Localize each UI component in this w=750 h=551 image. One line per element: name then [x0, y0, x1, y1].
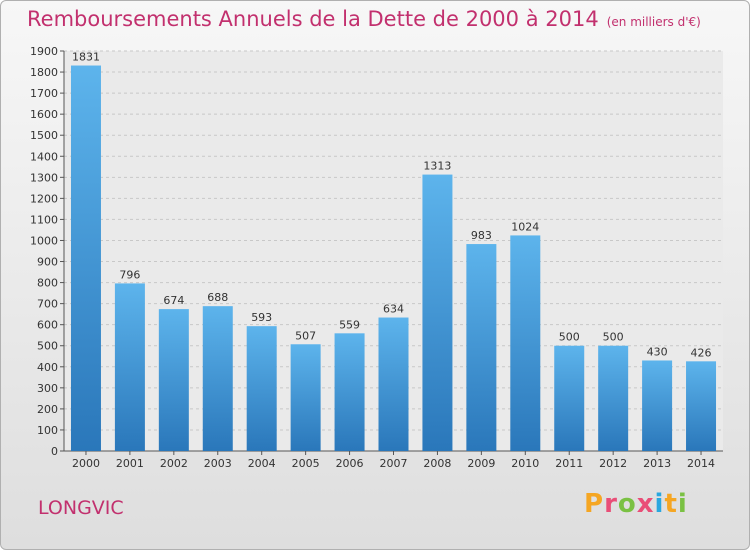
logo-letter: P — [584, 489, 605, 519]
x-tick-label: 2004 — [248, 457, 276, 470]
bar-2005 — [290, 344, 321, 451]
data-label: 1024 — [511, 220, 539, 233]
x-tick-label: 2001 — [116, 457, 144, 470]
x-tick-label: 2014 — [687, 457, 715, 470]
y-tick-label: 1300 — [30, 171, 58, 184]
logo-letter: r — [604, 489, 618, 519]
proxiti-logo: Proxiti — [584, 489, 688, 519]
bar-2012 — [598, 345, 629, 451]
chart-subtitle: (en milliers d'€) — [606, 15, 701, 29]
data-label: 983 — [471, 229, 492, 242]
x-tick-label: 2000 — [72, 457, 100, 470]
data-label: 1831 — [72, 51, 100, 64]
x-tick-label: 2002 — [160, 457, 188, 470]
chart-title: Remboursements Annuels de la Dette de 20… — [27, 7, 701, 31]
data-label: 1313 — [423, 160, 451, 173]
y-tick-label: 1900 — [30, 45, 58, 58]
y-tick-label: 400 — [37, 361, 58, 374]
data-label: 674 — [163, 294, 184, 307]
data-label: 796 — [119, 268, 140, 281]
x-tick-label: 2010 — [511, 457, 539, 470]
bar-2006 — [334, 333, 365, 451]
y-tick-label: 500 — [37, 340, 58, 353]
chart-title-text: Remboursements Annuels de la Dette de 20… — [27, 7, 599, 31]
y-tick-label: 1500 — [30, 129, 58, 142]
bar-2011 — [554, 345, 585, 451]
y-tick-label: 1600 — [30, 108, 58, 121]
logo-letter: i — [677, 489, 688, 519]
y-tick-label: 1800 — [30, 66, 58, 79]
bar-2002 — [158, 309, 189, 451]
data-label: 634 — [383, 303, 404, 316]
y-tick-label: 700 — [37, 298, 58, 311]
y-tick-label: 1000 — [30, 234, 58, 247]
bar-2004 — [246, 326, 277, 451]
bar-2009 — [466, 244, 497, 451]
x-tick-label: 2007 — [380, 457, 408, 470]
x-tick-label: 2006 — [336, 457, 364, 470]
bar-2014 — [686, 361, 717, 451]
logo-letter: t — [664, 489, 678, 519]
labels: 2000 1831 2001 796 2002 674 2003 688 2004 593 2005… — [72, 51, 715, 470]
y-tick-label: 200 — [37, 403, 58, 416]
bar-2007 — [378, 317, 409, 451]
y-tick-label: 100 — [37, 424, 58, 437]
x-tick-label: 2003 — [204, 457, 232, 470]
logo-letter: i — [654, 489, 665, 519]
town-name: LONGVIC — [38, 497, 124, 519]
y-tick-label: 900 — [37, 256, 58, 269]
logo-letter: x — [636, 489, 655, 519]
x-tick-label: 2005 — [292, 457, 320, 470]
data-label: 593 — [251, 311, 272, 324]
x-tick-label: 2008 — [423, 457, 451, 470]
bar-2000 — [70, 65, 101, 452]
y-tick-label: 1400 — [30, 150, 58, 163]
bar-2008 — [422, 174, 453, 451]
y-tick-label: 1200 — [30, 192, 58, 205]
x-tick-label: 2011 — [555, 457, 583, 470]
data-label: 559 — [339, 318, 360, 331]
data-label: 507 — [295, 329, 316, 342]
data-label: 500 — [559, 331, 580, 344]
bar-2003 — [202, 306, 233, 451]
y-tick-label: 600 — [37, 319, 58, 332]
data-label: 688 — [207, 291, 228, 304]
y-tick-label: 800 — [37, 277, 58, 290]
bar-2013 — [642, 360, 673, 451]
y-tick-label: 300 — [37, 382, 58, 395]
data-label: 426 — [691, 346, 712, 359]
x-tick-label: 2009 — [467, 457, 495, 470]
bar-2001 — [114, 283, 145, 451]
logo-letter: o — [617, 489, 637, 519]
bars — [70, 65, 717, 452]
bar-2010 — [510, 235, 541, 451]
x-tick-label: 2012 — [599, 457, 627, 470]
data-label: 500 — [603, 331, 624, 344]
y-tick-label: 1100 — [30, 213, 58, 226]
y-tick-label: 1700 — [30, 87, 58, 100]
data-label: 430 — [647, 345, 668, 358]
y-tick-label: 0 — [51, 445, 58, 458]
x-tick-label: 2013 — [643, 457, 671, 470]
